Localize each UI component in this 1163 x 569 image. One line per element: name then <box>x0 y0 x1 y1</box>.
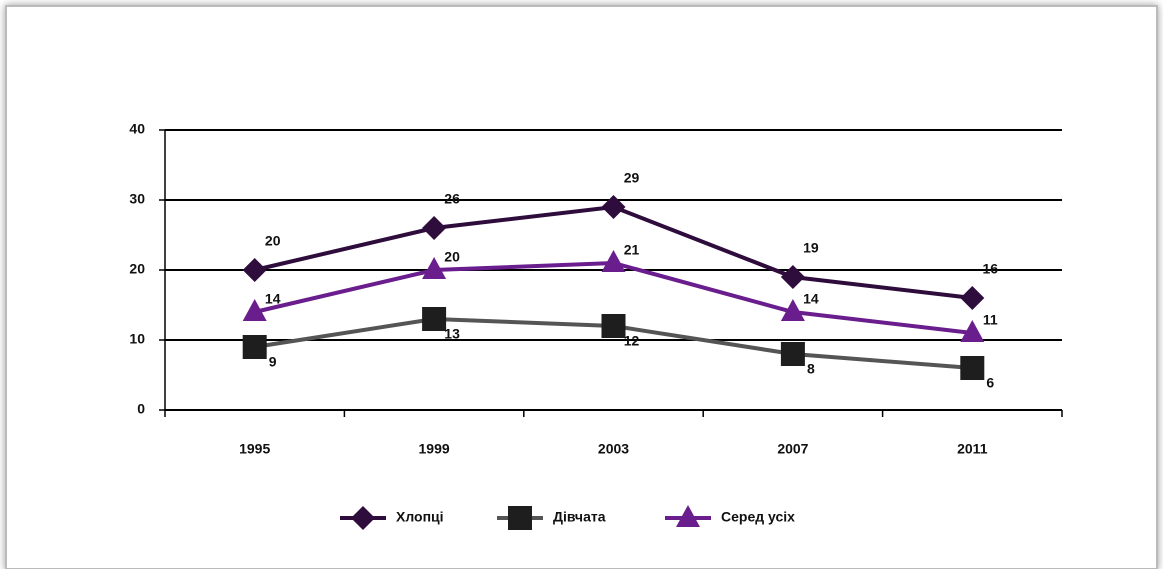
legend-label: Хлопці <box>396 509 444 525</box>
data-point <box>960 286 985 310</box>
data-label: 29 <box>624 170 640 186</box>
data-label: 26 <box>444 191 460 207</box>
data-point <box>422 216 447 240</box>
data-point <box>242 258 267 282</box>
legend-marker <box>351 506 375 530</box>
x-tick-label: 1995 <box>239 441 270 457</box>
legend-label: Дівчата <box>553 509 606 525</box>
data-label: 16 <box>983 261 999 277</box>
data-point <box>601 195 626 219</box>
data-label: 20 <box>444 249 460 265</box>
data-label: 14 <box>265 291 281 307</box>
data-point <box>601 314 626 338</box>
data-label: 20 <box>265 233 281 249</box>
data-point <box>960 356 985 380</box>
x-tick-label: 2007 <box>777 441 808 457</box>
data-point <box>780 299 805 321</box>
y-tick-label: 20 <box>129 261 145 277</box>
data-label: 19 <box>803 240 819 256</box>
y-tick-label: 10 <box>129 331 145 347</box>
legend-marker <box>508 506 532 530</box>
data-point <box>422 307 447 331</box>
frame <box>5 5 1158 569</box>
data-label: 21 <box>624 242 640 258</box>
data-point <box>780 265 805 289</box>
y-tick-label: 30 <box>129 191 145 207</box>
data-point <box>422 257 447 279</box>
data-label: 6 <box>986 375 994 391</box>
data-label: 13 <box>444 326 460 342</box>
y-tick-label: 40 <box>129 121 145 137</box>
data-point <box>242 299 267 321</box>
y-tick-label: 0 <box>137 401 145 417</box>
data-label: 11 <box>983 312 998 328</box>
data-point <box>242 335 267 359</box>
data-label: 12 <box>624 333 640 349</box>
x-tick-label: 2003 <box>598 441 629 457</box>
data-label: 8 <box>807 361 815 377</box>
x-tick-label: 1999 <box>419 441 450 457</box>
data-point <box>780 342 805 366</box>
data-label: 14 <box>803 291 819 307</box>
legend-label: Серед усіх <box>721 509 795 525</box>
data-label: 9 <box>269 354 277 370</box>
x-tick-label: 2011 <box>957 441 988 457</box>
data-point <box>960 320 985 342</box>
legend-marker <box>676 505 700 527</box>
data-point <box>601 250 626 272</box>
